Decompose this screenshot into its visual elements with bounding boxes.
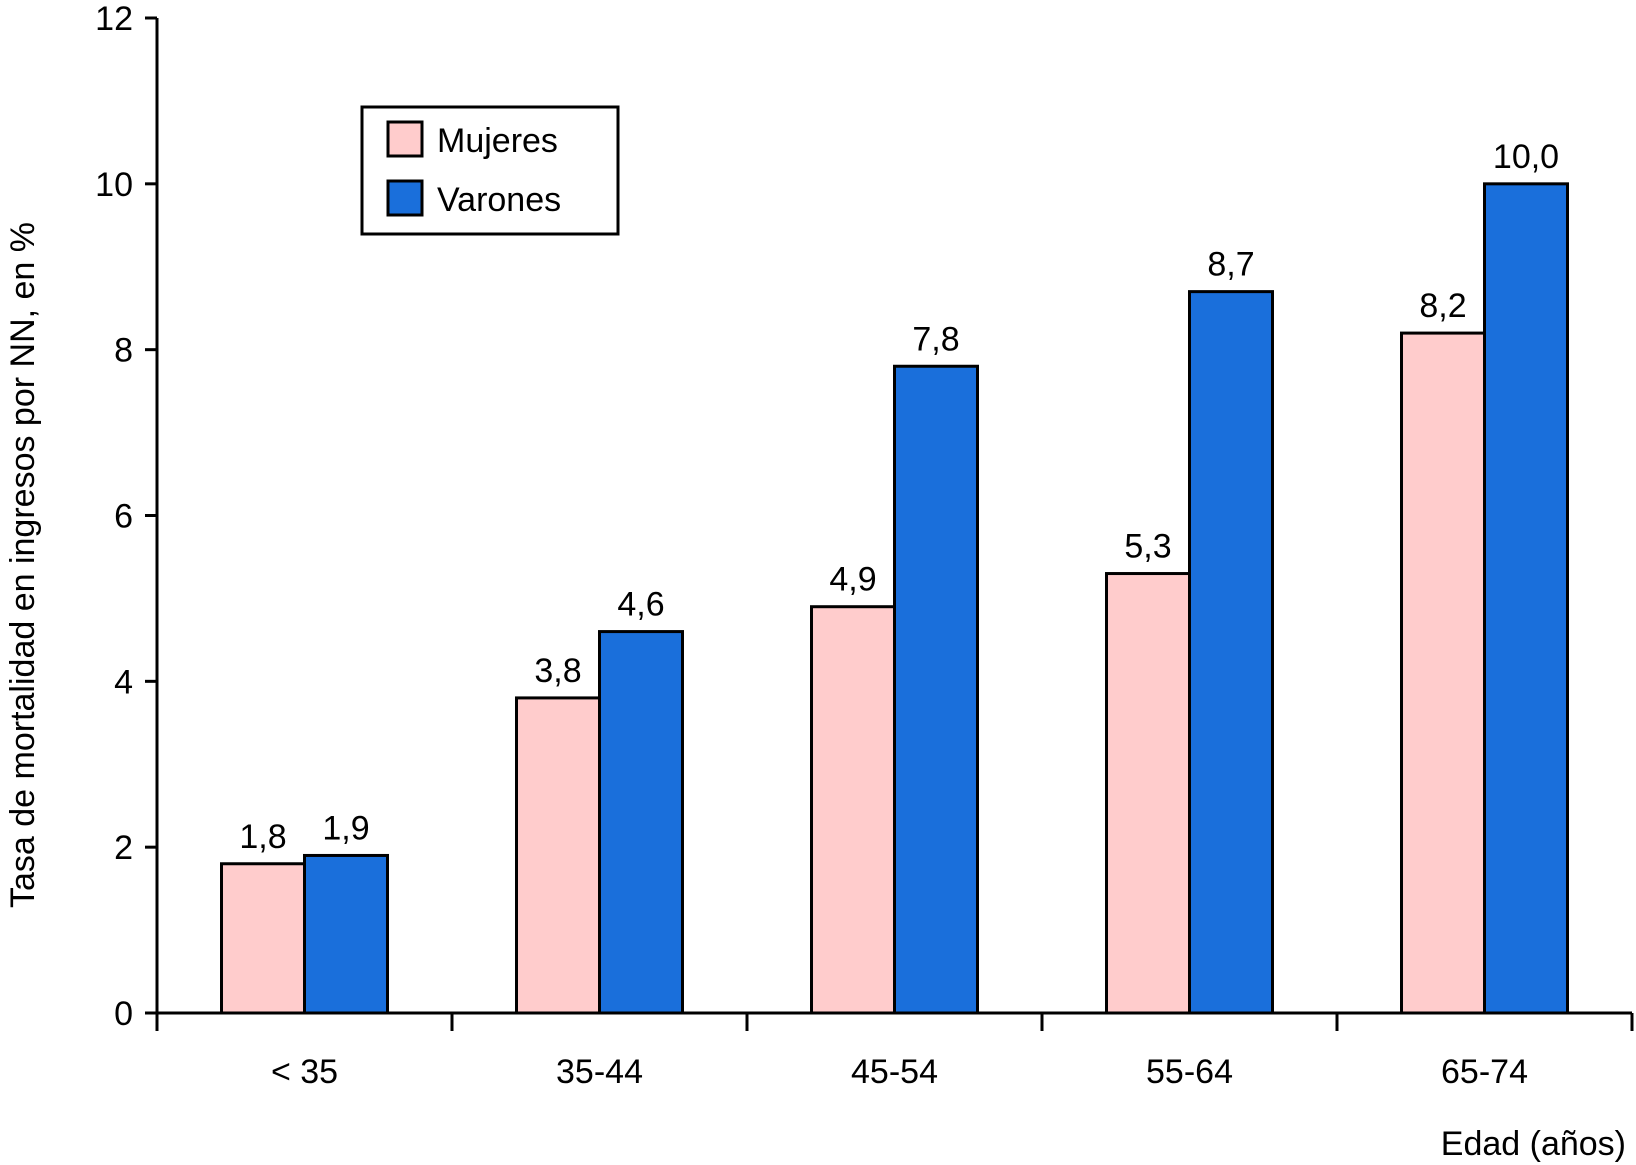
bar-varones: [1188, 290, 1274, 1015]
legend-label-varones: Varones: [437, 181, 561, 219]
data-labels-layer: 1,8 1,9 3,8 4,6 4,9 7,8 5,3 8,7 8,2 10,0: [239, 138, 1559, 856]
legend-label-mujeres: Mujeres: [437, 122, 558, 160]
y-tick-label: 2: [114, 829, 133, 867]
bar-mujeres: [810, 605, 896, 1015]
data-label: 1,9: [322, 809, 369, 847]
x-tick-label: 35-44: [556, 1053, 643, 1091]
x-axis-title: Edad (años): [1441, 1125, 1626, 1163]
data-label: 5,3: [1124, 528, 1171, 566]
x-ticks-layer: < 35 35-44 45-54 55-64 65-74: [155, 1013, 1634, 1091]
bar-mujeres: [515, 696, 601, 1015]
data-label: 1,8: [239, 818, 286, 856]
x-tick-label: 65-74: [1441, 1053, 1528, 1091]
data-label: 3,8: [534, 652, 581, 690]
bar-mujeres: [220, 862, 306, 1015]
legend: Mujeres Varones: [360, 105, 620, 236]
y-tick-label: 6: [114, 498, 133, 536]
x-tick-label: 45-54: [851, 1053, 938, 1091]
y-ticks-layer: 0 2 4 6 8 10 12: [95, 0, 157, 1033]
legend-swatch-mujeres: [386, 120, 424, 158]
y-tick-label: 8: [114, 332, 133, 370]
data-label: 4,9: [829, 561, 876, 599]
legend-swatch-varones: [386, 179, 424, 217]
bar-varones: [893, 364, 979, 1015]
bar-mujeres: [1105, 572, 1191, 1015]
y-tick-label: 4: [114, 663, 133, 701]
data-label: 8,7: [1207, 246, 1254, 284]
data-label: 4,6: [617, 586, 664, 624]
bar-varones: [1483, 182, 1569, 1015]
y-tick-label: 0: [114, 995, 133, 1033]
data-label: 7,8: [912, 320, 959, 358]
bars-layer: [220, 182, 1569, 1015]
y-tick-label: 12: [95, 0, 133, 38]
y-tick-label: 10: [95, 166, 133, 204]
bar-varones: [303, 853, 389, 1015]
data-label: 8,2: [1419, 287, 1466, 325]
x-tick-label: 55-64: [1146, 1053, 1233, 1091]
y-axis-title: Tasa de mortalidad en ingresos por NN, e…: [4, 222, 42, 908]
x-tick-label: < 35: [271, 1053, 338, 1091]
data-label: 10,0: [1493, 138, 1559, 176]
bar-mujeres: [1400, 331, 1486, 1015]
bar-varones: [598, 630, 684, 1015]
